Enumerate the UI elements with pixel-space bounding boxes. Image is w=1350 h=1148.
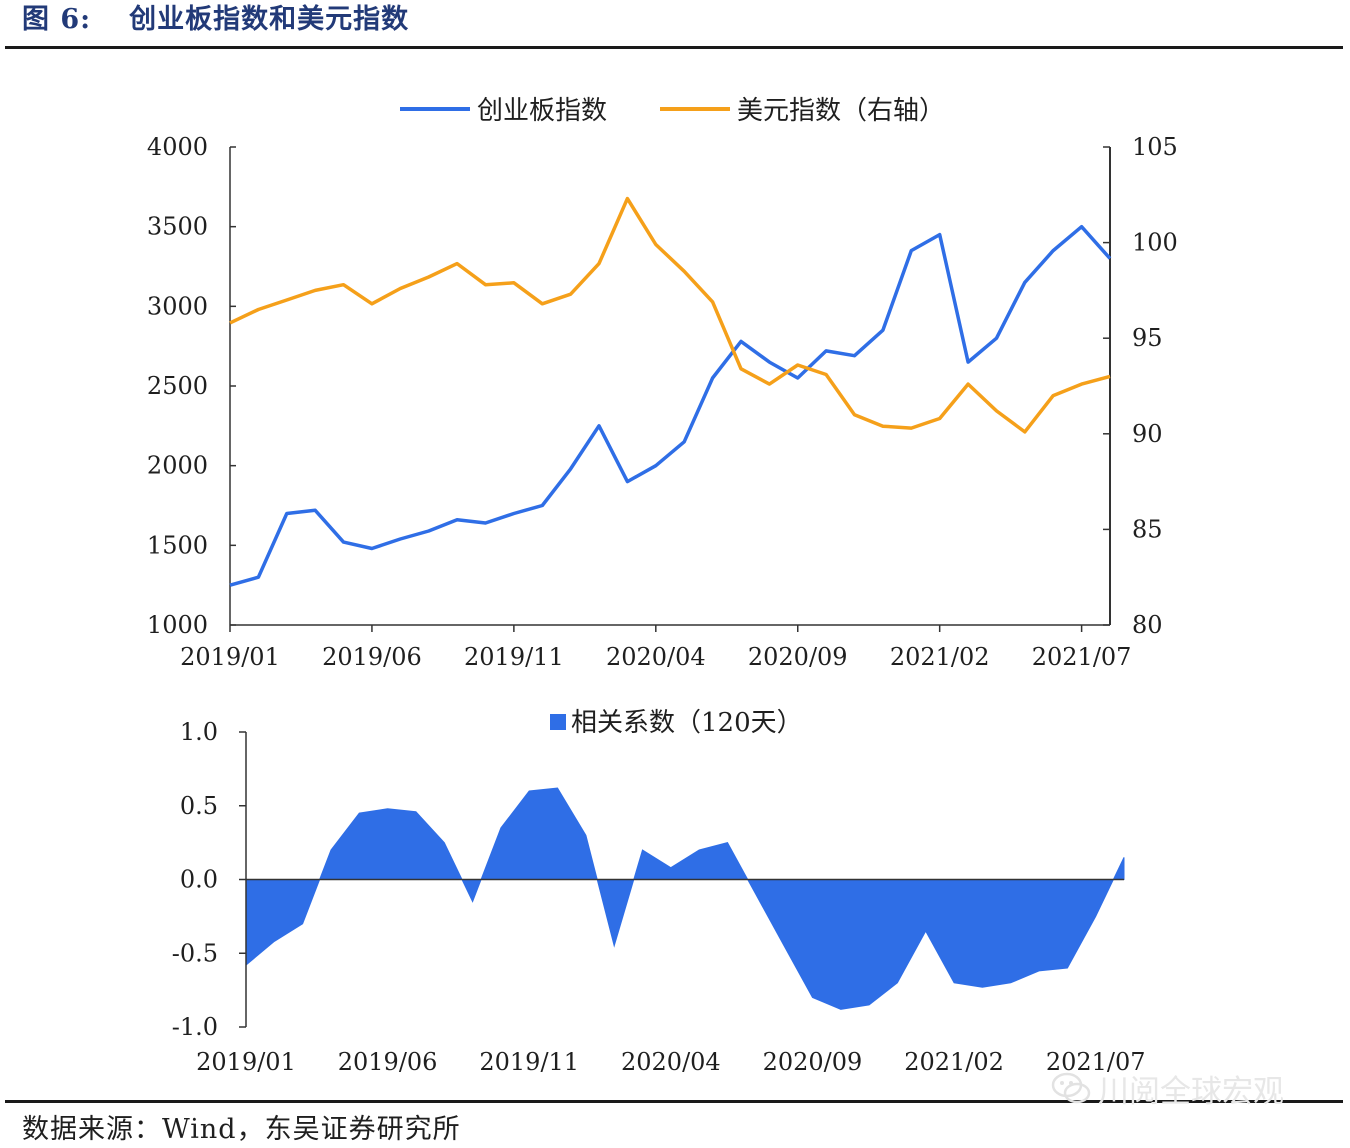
x-tick-label: 2021/07 — [1046, 1048, 1146, 1076]
correlation-area — [245, 787, 1125, 1010]
x-tick-label: 2021/02 — [890, 643, 990, 671]
x-tick-label: 2021/07 — [1032, 643, 1132, 671]
x-tick-label: 2020/04 — [606, 643, 706, 671]
series-line-2 — [229, 196, 1111, 434]
left-tick-label: 4000 — [147, 133, 208, 161]
legend-label-2: 美元指数（右轴） — [737, 96, 945, 126]
left-tick-label: 2000 — [147, 452, 208, 480]
x-tick-label: 2019/06 — [322, 643, 422, 671]
x-tick-label: 2020/04 — [621, 1048, 721, 1076]
x-tick-label: 2021/02 — [904, 1048, 1004, 1076]
right-tick-label: 90 — [1132, 420, 1163, 448]
left-tick-label: 3500 — [147, 213, 208, 241]
index-line-chart: 4000 3500 3000 2500 2000 1500 1000 105 100 95 90 85… — [147, 96, 1178, 671]
legend-label-1: 创业板指数 — [477, 96, 607, 126]
legend-swatch — [550, 714, 566, 730]
y-tick-label: 0.5 — [180, 792, 218, 820]
correlation-area-chart: 1.0 0.5 0.0 -0.5 -1.0 2019/01 2019/06 2019/11 20… — [172, 708, 1146, 1076]
x-tick-label: 2020/09 — [748, 643, 848, 671]
x-tick-label: 2019/11 — [464, 643, 564, 671]
x-tick-label: 2020/09 — [763, 1048, 863, 1076]
data-source: 数据来源：Wind，东吴证券研究所 — [22, 1114, 461, 1145]
y-tick-label: 0.0 — [180, 866, 218, 894]
y-tick-label: -0.5 — [172, 939, 218, 967]
y-tick-label: 1.0 — [180, 718, 218, 746]
bottom-rule — [5, 1100, 1343, 1103]
wechat-icon — [1051, 1072, 1091, 1104]
series-line-1 — [229, 224, 1112, 587]
x-tick-label: 2019/06 — [338, 1048, 438, 1076]
right-tick-label: 95 — [1132, 324, 1163, 352]
left-tick-label: 2500 — [147, 372, 208, 400]
x-tick-label: 2019/11 — [479, 1048, 579, 1076]
left-tick-label: 1500 — [147, 531, 208, 559]
left-tick-label: 3000 — [147, 292, 208, 320]
y-tick-label: -1.0 — [172, 1013, 218, 1041]
x-tick-label: 2019/01 — [180, 643, 280, 671]
figure-title-text: 创业板指数和美元指数 — [129, 4, 410, 35]
figure-title: 图 6: 创业板指数和美元指数 — [22, 0, 409, 44]
right-tick-label: 105 — [1132, 133, 1178, 161]
top-rule — [5, 46, 1343, 49]
right-tick-label: 80 — [1132, 611, 1163, 639]
x-tick-label: 2019/01 — [196, 1048, 296, 1076]
right-tick-label: 100 — [1132, 229, 1178, 257]
figure-label: 图 6: — [22, 4, 92, 35]
watermark-text: 川阅全球宏观 — [1098, 1073, 1284, 1110]
watermark: 川阅全球宏观 — [1050, 1064, 1320, 1112]
legend-label: 相关系数（120天） — [571, 708, 803, 738]
right-tick-label: 85 — [1132, 515, 1163, 543]
left-tick-label: 1000 — [147, 611, 208, 639]
